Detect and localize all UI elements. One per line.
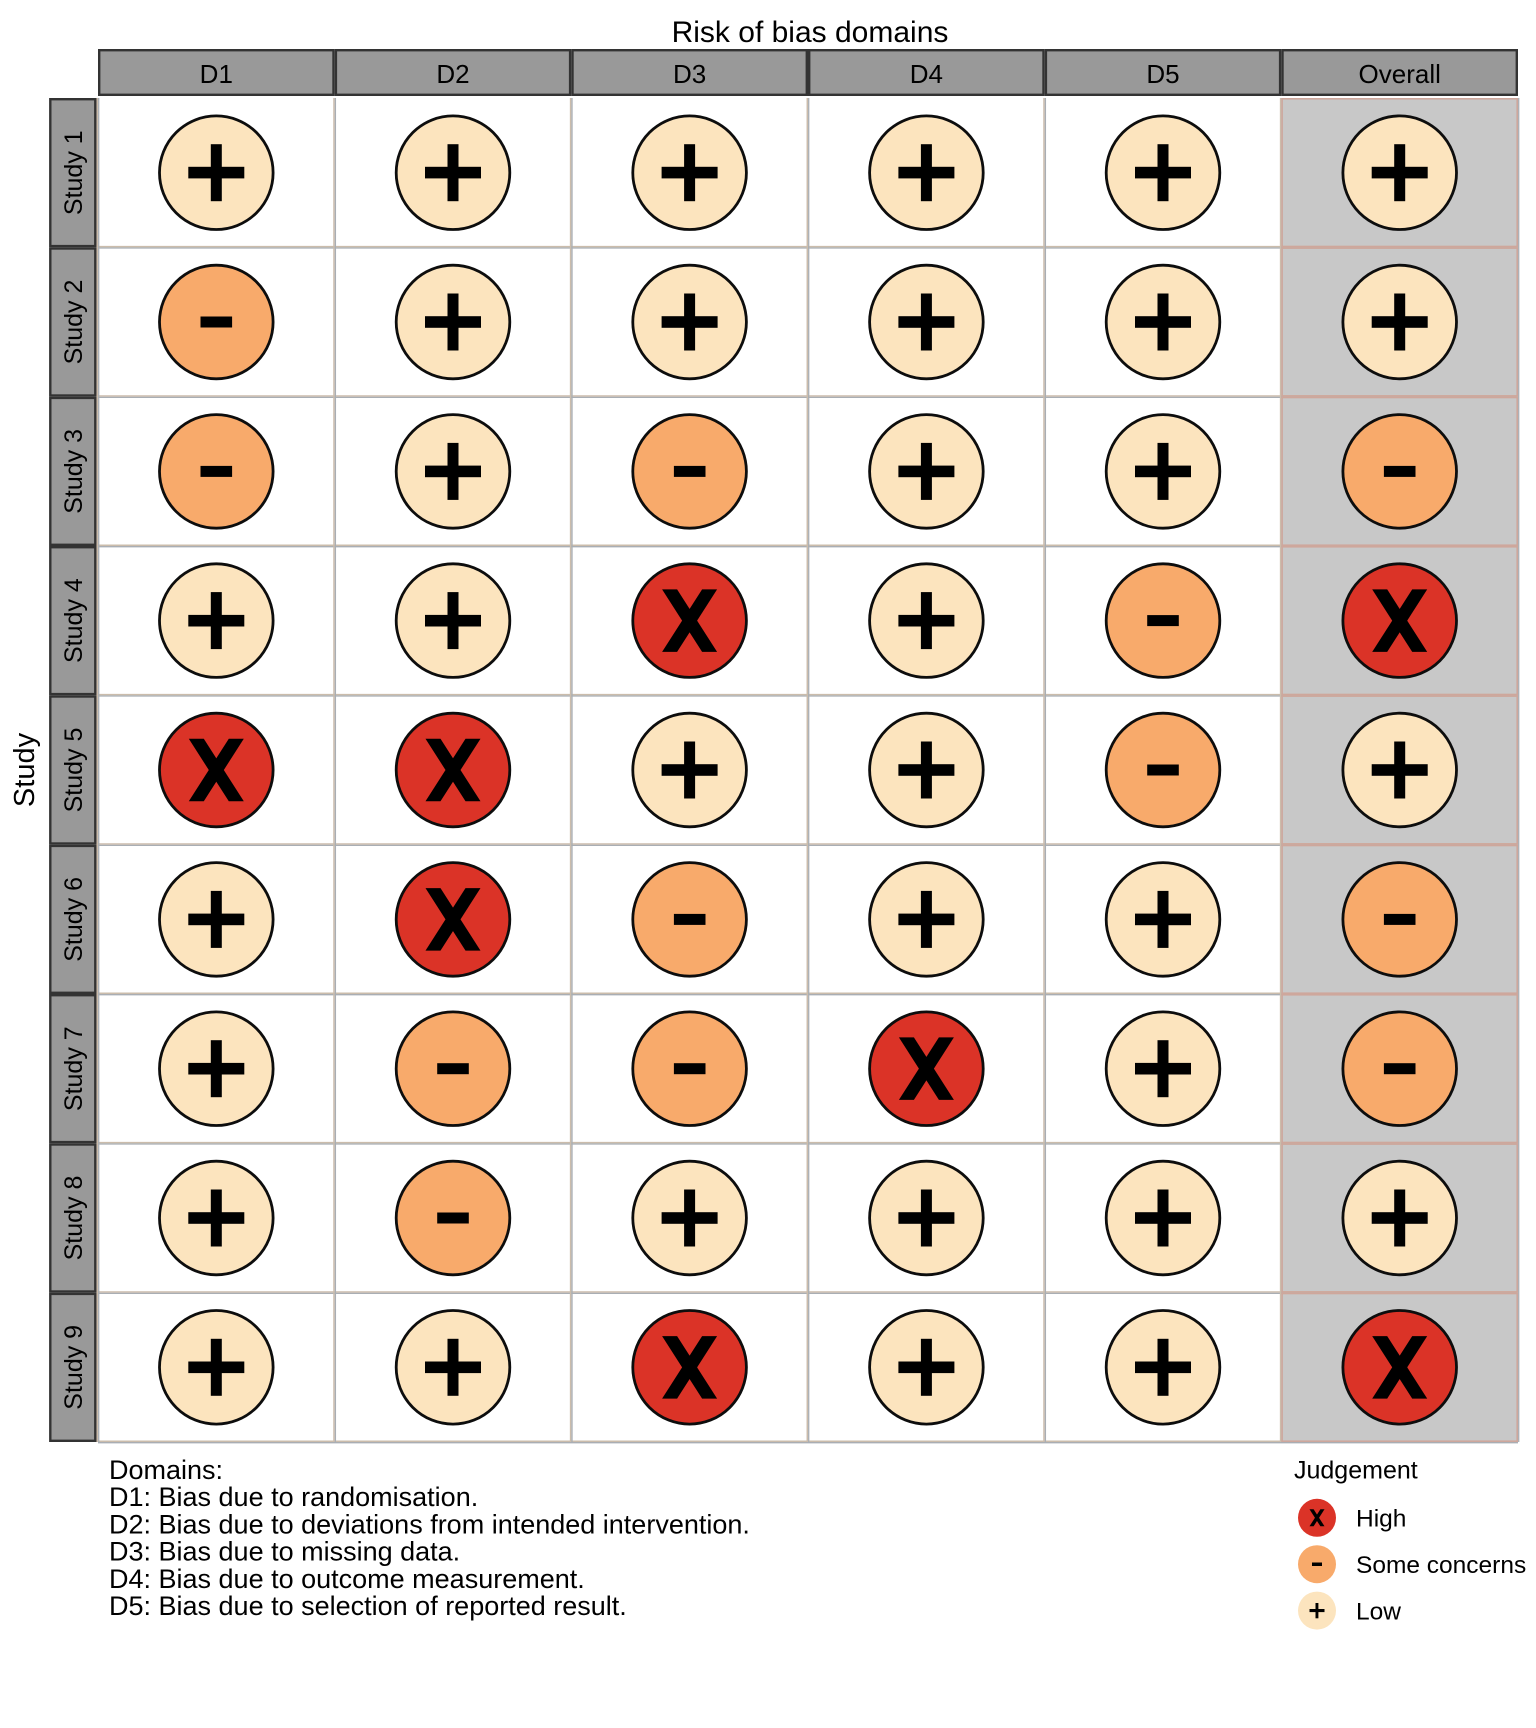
svg-text:Study 4: Study 4 bbox=[60, 578, 88, 663]
svg-text:D5: Bias due to selection of r: D5: Bias due to selection of reported re… bbox=[109, 1591, 627, 1621]
svg-text:D1: D1 bbox=[200, 59, 233, 89]
svg-text:Some concerns: Some concerns bbox=[1356, 1552, 1526, 1579]
svg-text:D2: Bias due to deviations fro: D2: Bias due to deviations from intended… bbox=[109, 1509, 750, 1539]
svg-text:D3: Bias due to missing data.: D3: Bias due to missing data. bbox=[109, 1537, 460, 1567]
svg-text:Study: Study bbox=[9, 732, 41, 807]
svg-text:D3: D3 bbox=[673, 59, 706, 89]
svg-text:D1: Bias due to randomisation.: D1: Bias due to randomisation. bbox=[109, 1482, 478, 1512]
svg-text:Study 7: Study 7 bbox=[60, 1026, 88, 1111]
svg-text:Study 9: Study 9 bbox=[60, 1325, 88, 1410]
svg-text:Study 8: Study 8 bbox=[60, 1176, 88, 1261]
svg-text:Risk of bias domains: Risk of bias domains bbox=[672, 16, 949, 49]
svg-text:Study 2: Study 2 bbox=[60, 280, 88, 365]
svg-text:D2: D2 bbox=[436, 59, 469, 89]
svg-text:D4: D4 bbox=[910, 59, 943, 89]
svg-text:Overall: Overall bbox=[1359, 59, 1441, 89]
svg-text:Judgement: Judgement bbox=[1294, 1457, 1418, 1485]
svg-text:Study 3: Study 3 bbox=[60, 429, 88, 514]
svg-text:Study 6: Study 6 bbox=[60, 877, 88, 962]
svg-text:Domains:: Domains: bbox=[109, 1455, 223, 1485]
svg-text:D4: Bias due to outcome measur: D4: Bias due to outcome measurement. bbox=[109, 1564, 585, 1594]
svg-text:Low: Low bbox=[1356, 1598, 1401, 1625]
svg-text:Study 5: Study 5 bbox=[60, 728, 88, 813]
svg-text:Study 1: Study 1 bbox=[60, 130, 88, 215]
svg-text:D5: D5 bbox=[1146, 59, 1179, 89]
svg-text:High: High bbox=[1356, 1506, 1406, 1533]
